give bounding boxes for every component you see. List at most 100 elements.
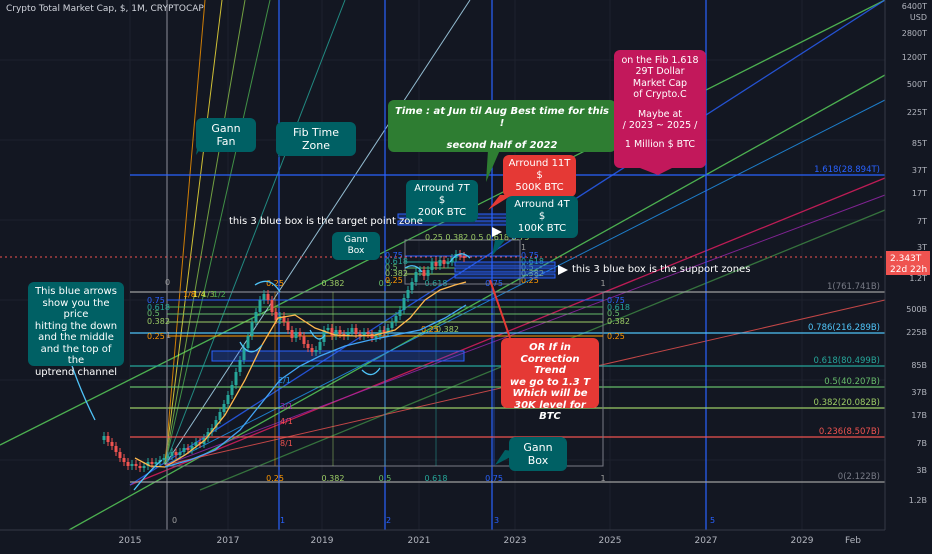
gann-box-bottom-label: 0.382 [322, 474, 345, 483]
arround-4t-line1: Arround 4T $ [514, 199, 570, 222]
time-axis-tick: 2027 [695, 536, 718, 546]
time-axis-ticks[interactable]: 2015 2017 2019 2021 2023 2025 2027 2029 Feb [119, 536, 862, 546]
arround-11t-callout[interactable]: Arround 11T $ 500K BTC [503, 155, 576, 197]
correction-callout[interactable]: OR If in Correction Trend we go to 1.3 T… [501, 338, 599, 422]
small-box-one-label: 1 [521, 243, 526, 252]
small-box-left-label: 0.618 [385, 257, 408, 266]
candle-body [402, 298, 406, 310]
gann-box-left-label: 0.75 [147, 296, 165, 305]
gann-fan-callout[interactable]: Gann Fan [196, 118, 256, 153]
fib-level-label: 1(761.741B) [827, 282, 880, 292]
fan-line [164, 194, 886, 466]
candle-body [178, 452, 182, 455]
candle-body [422, 270, 426, 276]
gann-box-upper-callout[interactable]: Gann Box [332, 232, 380, 260]
mid-box-label: 0.25 [421, 325, 439, 334]
chart-header-title: Crypto Total Market Cap, $, 1M, CRYPTOCA… [6, 4, 204, 14]
candle-body [254, 312, 258, 322]
candle-body [394, 316, 398, 322]
time-axis-tick: 2021 [408, 536, 431, 546]
gann-box-lower-callout[interactable]: Gann Box [509, 437, 567, 472]
current-price-label: 2.343T [890, 254, 922, 264]
gann-fan-label: 4/1 [280, 417, 293, 426]
price-axis-tick: 85T [912, 139, 927, 148]
correction-line5: 30K level for BTC [514, 399, 586, 423]
candle-body [418, 270, 422, 272]
fib-time-zone-callout[interactable]: Fib Time Zone [276, 122, 356, 157]
price-axis-tick: 6400T [902, 2, 927, 11]
candle-body [214, 420, 218, 428]
price-axis-tick: 500T [907, 80, 927, 89]
gann-box-left-label: 0.25 [147, 332, 165, 341]
fib-time-label: 5 [710, 516, 715, 525]
blue-arrows-callout[interactable]: This blue arrows show you the price hitt… [28, 282, 124, 378]
gann-fan-label: 1/3 [202, 290, 215, 299]
gann-box-bottom-label: 0.25 [266, 474, 284, 483]
gann-box-top-label: 1 [600, 279, 605, 288]
arround-11t-line1: Arround 11T $ [508, 158, 571, 181]
candle-body [114, 446, 118, 452]
gann-box-bottom-label: 1 [600, 474, 605, 483]
gann-box-right-label: 0.382 [607, 317, 630, 326]
gann-fan-label: 2/1 [278, 376, 291, 385]
correction-line2: Correction Trend [520, 353, 580, 377]
candle-body [122, 458, 126, 462]
time-note-callout[interactable]: Time : at Jun til Aug Best time for this… [388, 100, 616, 152]
current-price-tag [886, 251, 930, 275]
small-box-right-label: 0.25 [521, 276, 539, 285]
candle-body [298, 332, 302, 336]
candle-body [306, 344, 310, 348]
candle-body [314, 350, 318, 352]
candle-body [166, 456, 170, 458]
candle-body [366, 332, 370, 334]
arround-4t-callout[interactable]: Arround 4T $ 100K BTC [506, 196, 578, 238]
gann-box-left-label: 0.382 [147, 317, 170, 326]
support-box [454, 261, 556, 267]
candle-body [382, 330, 386, 332]
current-price-countdown: 22d 22h [890, 265, 927, 275]
channel-top-line [0, 0, 886, 446]
small-box-left-label: 0.5 [385, 263, 398, 272]
support-box [211, 350, 465, 362]
fib-time-label: 1 [280, 516, 285, 525]
price-axis-tick: 1.2T [909, 274, 927, 283]
fib1618-callout[interactable]: on the Fib 1.618 29T Dollar Market Cap o… [614, 50, 706, 168]
candle-body [262, 294, 266, 300]
candle-body [162, 458, 166, 460]
fib-level-label: 0.382(20.082B) [813, 398, 880, 408]
candle-body [154, 462, 158, 464]
price-axis-ticks[interactable]: 6400T USD 2800T 1200T 500T 225T 85T 37T 17T 7T 3T 1… [902, 2, 927, 505]
blue-arrow [133, 459, 163, 491]
candle-body [146, 462, 150, 466]
price-axis-tick: USD [910, 13, 927, 22]
time-axis-tick: Feb [845, 536, 861, 546]
candle-body [130, 464, 134, 466]
candle-body [194, 442, 198, 446]
arround-7t-callout[interactable]: Arround 7T $ 200K BTC [406, 180, 478, 222]
candle-body [438, 260, 442, 266]
price-axis-tick: 225B [906, 328, 927, 337]
time-axis-tick: 2029 [791, 536, 814, 546]
channel-mid-line [59, 74, 886, 536]
gann-box-bottom-label: 0.5 [379, 474, 392, 483]
price-axis-tick: 7B [916, 439, 927, 448]
blue-arrow [361, 367, 381, 376]
candle-body [414, 272, 418, 282]
candle-body [150, 462, 154, 464]
candle-body [410, 282, 414, 290]
candle-body [346, 332, 350, 336]
blue-arrows-line3: hitting the down [34, 320, 118, 332]
time-axis-tick: 2023 [504, 536, 527, 546]
arround-7t-line2: 200K BTC [417, 207, 467, 218]
gann-box-left-label: 0.5 [147, 309, 160, 318]
correction-line3: we go to 1.3 T [509, 376, 591, 388]
candle-body [390, 322, 394, 328]
blue-arrows-line5: and the top of the [40, 343, 112, 367]
candle-body [338, 330, 342, 334]
fib-time-label: 2 [386, 516, 391, 525]
candle-body [434, 262, 438, 266]
fib-level-label: 0.5(40.207B) [824, 377, 880, 387]
candle-body [126, 462, 130, 466]
